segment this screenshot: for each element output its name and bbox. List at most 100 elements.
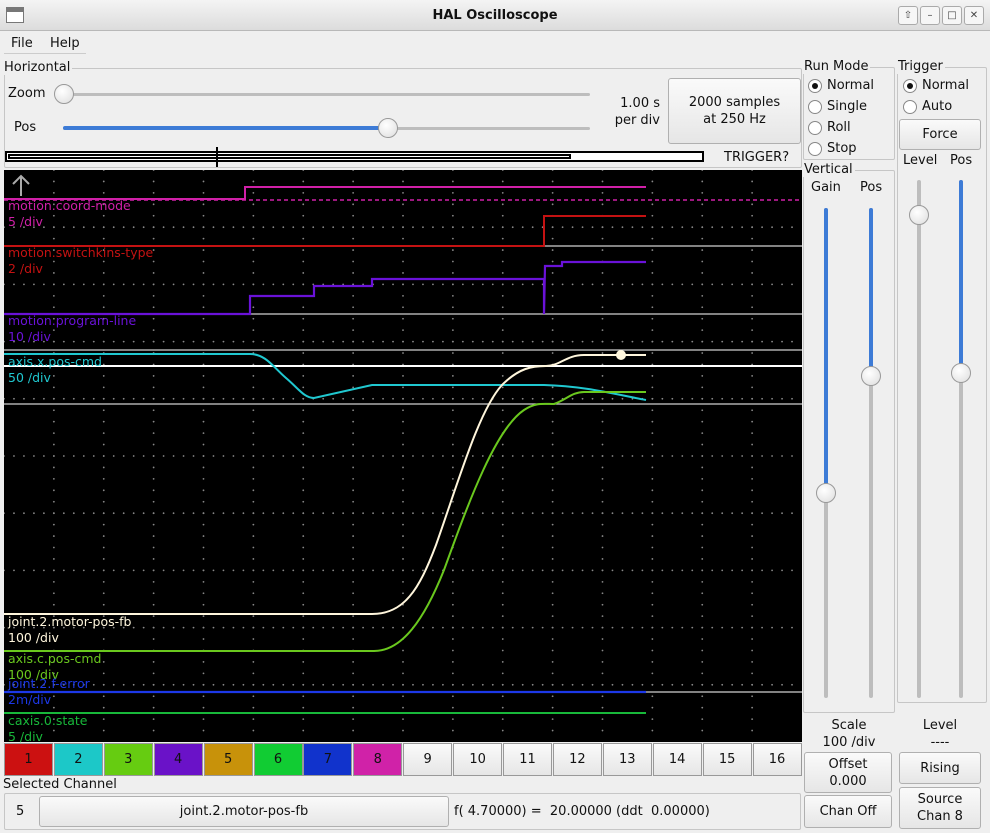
run-mode-normal[interactable]: Normal — [808, 78, 874, 93]
grid-dot — [521, 397, 524, 400]
grid-dot — [402, 672, 404, 675]
grid-dot — [621, 626, 624, 629]
grid-dot — [551, 203, 554, 206]
grid-dot — [451, 477, 454, 480]
gain-label: Gain — [811, 180, 841, 195]
channel-button-3[interactable]: 3 — [103, 743, 153, 776]
grid-dot — [102, 294, 105, 297]
vertical-pos-handle[interactable] — [861, 366, 881, 386]
channel-button-15[interactable]: 15 — [702, 743, 752, 776]
grid-dot — [192, 283, 195, 286]
grid-dot — [352, 500, 355, 503]
channel-button-7[interactable]: 7 — [303, 743, 353, 776]
trigger-mode-auto[interactable]: Auto — [903, 99, 952, 114]
chan-off-button[interactable]: Chan Off — [804, 795, 892, 828]
channel-button-13[interactable]: 13 — [602, 743, 652, 776]
channel-button-9[interactable]: 9 — [403, 743, 453, 776]
grid-dot — [751, 375, 754, 377]
menu-help[interactable]: Help — [50, 36, 80, 51]
grid-dot — [252, 603, 255, 606]
channel-button-8[interactable]: 8 — [353, 743, 403, 776]
grid-dot — [561, 626, 564, 629]
grid-dot — [461, 512, 464, 515]
grid-dot — [701, 443, 704, 446]
grid-dot — [581, 569, 584, 572]
rising-button[interactable]: Rising — [899, 752, 981, 784]
maximize-icon[interactable]: □ — [942, 6, 962, 25]
grid-dot — [152, 638, 155, 640]
grid-dot — [13, 512, 15, 515]
scope-display[interactable]: motion.coord-mode 5 /div motion.switchkin… — [4, 170, 802, 744]
zoom-slider[interactable] — [63, 93, 590, 96]
channel-button-16[interactable]: 16 — [752, 743, 802, 776]
channel-button-6[interactable]: 6 — [253, 743, 303, 776]
grid-dot — [33, 397, 35, 400]
selected-channel-name-button[interactable]: joint.2.motor-pos-fb — [39, 796, 449, 827]
grid-dot — [402, 386, 404, 389]
grid-dot — [551, 375, 554, 377]
gain-slider-handle[interactable] — [816, 483, 836, 503]
grid-dot — [52, 661, 55, 663]
grid-dot — [402, 592, 404, 595]
grid-dot — [382, 512, 384, 515]
zoom-slider-handle[interactable] — [54, 84, 74, 104]
channel-button-1[interactable]: 1 — [4, 743, 53, 776]
grid-dot — [202, 329, 205, 332]
grid-dot — [72, 397, 75, 400]
minimize-icon[interactable]: – — [920, 6, 940, 25]
grid-dot — [252, 592, 255, 595]
channel-button-5[interactable]: 5 — [203, 743, 253, 776]
grid-dot — [491, 683, 494, 686]
grid-dot — [781, 626, 783, 629]
trigger-level-handle[interactable] — [909, 205, 929, 225]
channel-button-11[interactable]: 11 — [503, 743, 552, 776]
grid-dot — [451, 226, 454, 229]
trigger-mode-normal[interactable]: Normal — [903, 78, 969, 93]
channel-button-2[interactable]: 2 — [53, 743, 103, 776]
grid-dot — [102, 558, 105, 560]
grid-dot — [302, 626, 305, 629]
shade-icon[interactable]: ⇧ — [898, 6, 918, 25]
trigger-pos-handle[interactable] — [951, 363, 971, 383]
grid-dot — [491, 283, 494, 286]
grid-dot — [4, 683, 5, 686]
pos-slider-handle[interactable] — [378, 118, 398, 138]
trigger-level-slider[interactable] — [917, 180, 921, 698]
grid-dot — [302, 706, 305, 709]
offset-button[interactable]: Offset 0.000 — [804, 752, 892, 793]
vertical-pos-slider[interactable] — [869, 208, 873, 698]
grid-dot — [671, 455, 674, 457]
window-menu-icon[interactable] — [6, 7, 24, 23]
grid-dot — [741, 340, 744, 343]
grid-dot — [471, 340, 474, 343]
grid-dot — [352, 317, 355, 320]
grid-dot — [402, 649, 404, 652]
channel-button-10[interactable]: 10 — [453, 743, 503, 776]
channel-button-12[interactable]: 12 — [552, 743, 602, 776]
run-mode-stop[interactable]: Stop — [808, 141, 857, 156]
grid-dot — [651, 237, 654, 240]
menu-file[interactable]: File — [11, 36, 33, 51]
channel-button-4[interactable]: 4 — [153, 743, 203, 776]
trigger-pos-slider[interactable] — [959, 180, 963, 698]
grid-dot — [751, 272, 754, 274]
grid-dot — [192, 340, 195, 343]
grid-dot — [162, 626, 165, 629]
trigger-source-button[interactable]: Source Chan 8 — [899, 787, 981, 829]
channel-button-14[interactable]: 14 — [652, 743, 702, 776]
force-button[interactable]: Force — [899, 119, 981, 150]
grid-dot — [23, 455, 25, 457]
grid-dot — [651, 580, 654, 583]
run-mode-single[interactable]: Single — [808, 99, 867, 114]
close-icon[interactable]: ✕ — [964, 6, 984, 25]
grid-dot — [591, 397, 594, 400]
grid-dot — [551, 409, 554, 412]
grid-dot — [152, 615, 155, 618]
run-mode-roll[interactable]: Roll — [808, 120, 851, 135]
grid-dot — [202, 477, 205, 480]
grid-dot — [412, 226, 414, 229]
grid-dot — [152, 661, 155, 663]
grid-dot — [392, 512, 394, 515]
samples-button[interactable]: 2000 samples at 250 Hz — [668, 78, 801, 144]
grid-dot — [102, 386, 105, 389]
